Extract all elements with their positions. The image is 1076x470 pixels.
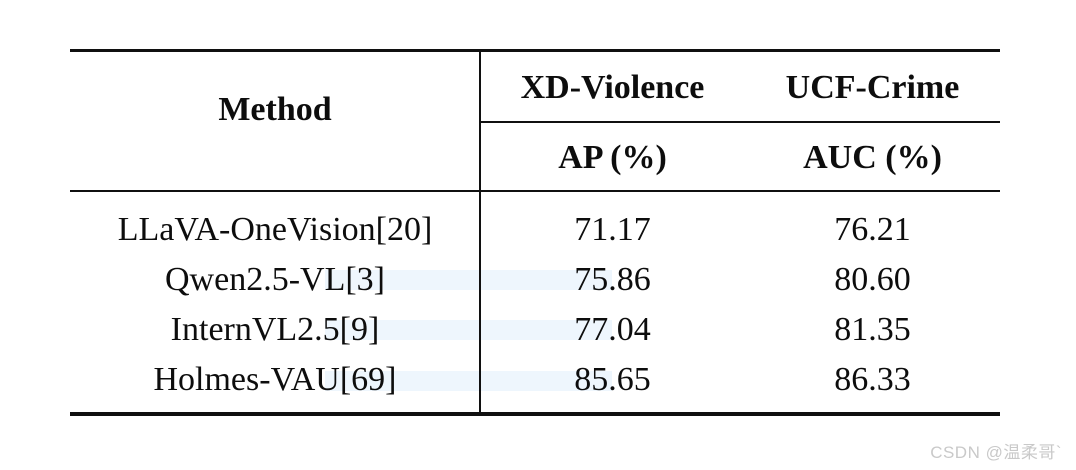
group-header-xd-violence: XD-Violence xyxy=(520,69,705,106)
column-header-method: Method xyxy=(218,91,332,128)
row-highlight-stripe xyxy=(325,270,612,290)
row-highlight-stripe xyxy=(325,371,612,391)
group-header-ucf-crime: UCF-Crime xyxy=(785,69,960,106)
table-row-ap-value: 85.65 xyxy=(574,361,651,398)
table-bottom-rule xyxy=(70,412,1000,416)
row-highlight-stripe xyxy=(325,320,612,340)
table-row-auc-value: 80.60 xyxy=(834,261,911,298)
table-group-midrule xyxy=(480,121,1000,123)
table-row-ap-value: 77.04 xyxy=(574,311,651,348)
table-row-ap-value: 75.86 xyxy=(574,261,651,298)
table-row-auc-value: 76.21 xyxy=(834,211,911,248)
table-column-divider xyxy=(479,52,481,412)
table-header-rule xyxy=(70,190,1000,192)
table-top-rule xyxy=(70,49,1000,52)
table-row-method: Holmes-VAU[69] xyxy=(153,361,397,398)
csdn-watermark: CSDN @温柔哥` xyxy=(930,443,1062,462)
table-row-method: InternVL2.5[9] xyxy=(170,311,380,348)
table-row-method: Qwen2.5-VL[3] xyxy=(165,261,385,298)
column-header-auc: AUC (%) xyxy=(803,139,942,176)
table-row-auc-value: 81.35 xyxy=(834,311,911,348)
table-row-auc-value: 86.33 xyxy=(834,361,911,398)
column-header-ap: AP (%) xyxy=(558,139,667,176)
table-row-ap-value: 71.17 xyxy=(574,211,651,248)
table-row-method: LLaVA-OneVision[20] xyxy=(117,211,433,248)
